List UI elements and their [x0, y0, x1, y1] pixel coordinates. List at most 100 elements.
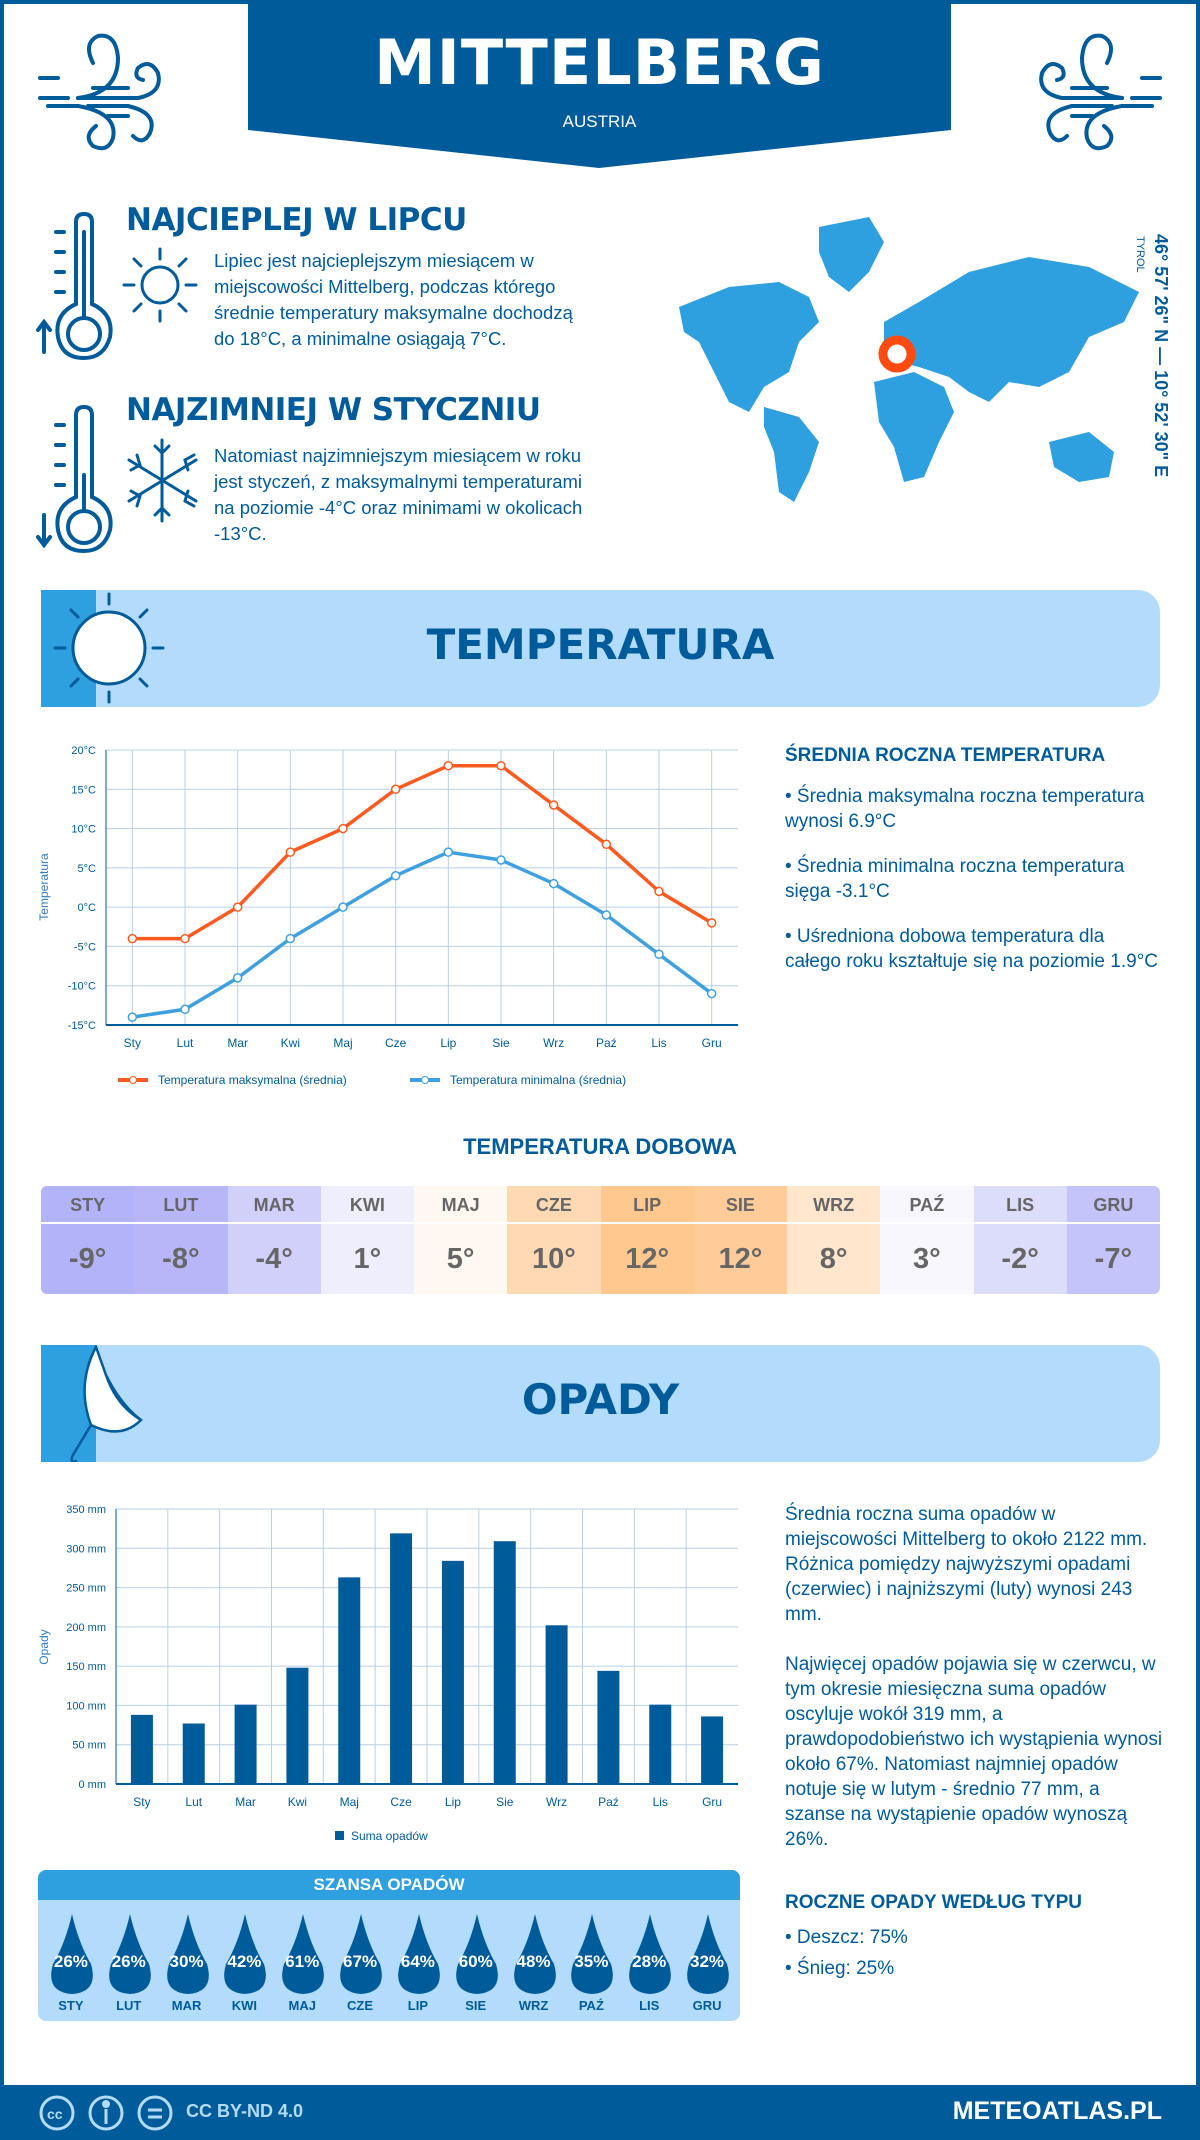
chance-item: 48% WRZ [505, 1900, 563, 2020]
x-tick-label: Sie [496, 1795, 514, 1809]
daily-temp-value: -2° [1001, 1243, 1039, 1275]
bar [597, 1670, 620, 1784]
y-tick-label: 50 mm [72, 1740, 106, 1752]
raindrop-icon [340, 1914, 382, 1994]
bar [338, 1577, 361, 1784]
chance-month: MAJ [288, 1998, 316, 2013]
data-point [443, 760, 454, 771]
legend-label: Temperatura minimalna (średnia) [450, 1073, 626, 1087]
bar [234, 1704, 257, 1784]
temp-summary-item: • Średnia maksymalna roczna temperatura … [785, 786, 1145, 832]
precip-type-heading: ROCZNE OPADY WEDŁUG TYPU [785, 1892, 1082, 1913]
data-point [443, 847, 454, 857]
chance-month: WRZ [518, 1998, 549, 2013]
chance-value: 61% [285, 1952, 320, 1971]
chance-month: KWI [231, 1998, 258, 2013]
chance-month: CZE [347, 1998, 374, 2013]
legend-label: Suma opadów [351, 1829, 428, 1843]
daily-month-label: SIE [693, 1186, 787, 1224]
y-tick-label: -5°C [74, 941, 96, 953]
data-point [285, 847, 296, 857]
raindrop-icon [687, 1914, 729, 1994]
data-point [548, 878, 559, 889]
chance-month: SIE [465, 1998, 487, 2013]
data-point [180, 1004, 190, 1015]
license-label: CC BY-ND 4.0 [186, 2101, 304, 2121]
x-tick-label: Kwi [281, 1036, 300, 1050]
x-tick-label: Cze [390, 1795, 412, 1809]
legend-swatch [335, 1831, 344, 1840]
raindrop-icon [282, 1914, 325, 1994]
daily-month-sie: SIE 12° [693, 1186, 787, 1294]
data-point [706, 988, 717, 999]
bar [441, 1560, 464, 1784]
sun-icon [53, 592, 165, 704]
chance-value: 64% [400, 1952, 435, 1971]
chance-month: LUT [116, 1998, 142, 2013]
daily-temp-value: -8° [162, 1243, 200, 1275]
raindrop-icon [455, 1914, 498, 1994]
bar [701, 1716, 724, 1784]
data-point [654, 886, 664, 897]
country-label: AUSTRIA [562, 112, 637, 131]
daily-month-label: MAR [227, 1186, 321, 1224]
chance-item: 28% LIS [620, 1900, 678, 2020]
temp-summary: ŚREDNIA ROCZNA TEMPERATURA • Średnia mak… [785, 743, 1165, 994]
x-tick-label: Wrz [546, 1795, 567, 1809]
raindrop-icon [51, 1914, 93, 1994]
coldest-text-line: -13°C. [214, 523, 267, 544]
raindrop-icon [224, 1914, 267, 1994]
daily-temp-title: TEMPERATURA DOBOWA [463, 1134, 737, 1159]
daily-month-mar: MAR -4° [227, 1186, 321, 1294]
daily-month-lip: LIP 12° [600, 1186, 694, 1294]
x-tick-label: Sie [492, 1036, 510, 1050]
raindrop-icon [166, 1914, 209, 1994]
daily-month-label: LIS [973, 1186, 1067, 1224]
warmest-heading: NAJCIEPLEJ W LIPCU [126, 202, 467, 238]
legend-label: Temperatura maksymalna (średnia) [158, 1073, 347, 1087]
chance-item: 61% MAJ [273, 1900, 331, 2020]
y-axis-label: Opady [37, 1629, 51, 1664]
daily-month-kwi: KWI 1° [320, 1186, 414, 1294]
x-tick-label: Mar [235, 1795, 256, 1809]
coldest-heading: NAJZIMNIEJ W STYCZNIU [126, 392, 541, 428]
raindrop-icon [513, 1914, 556, 1994]
precip-type: ROCZNE OPADY WEDŁUG TYPU • Deszcz: 75% •… [785, 1890, 1165, 1981]
temp-summary-item: • Uśredniona dobowa temperatura dla całe… [785, 926, 1159, 972]
data-point [390, 784, 401, 795]
chance-item: 67% CZE [331, 1900, 389, 2020]
x-tick-label: Paź [596, 1036, 617, 1050]
thermometer-icon [36, 212, 113, 361]
warmest-text-line: miejscowości Mittelberg, podczas którego [214, 276, 556, 297]
data-point [601, 839, 612, 850]
x-tick-label: Maj [333, 1036, 352, 1050]
daily-month-label: GRU [1066, 1186, 1160, 1224]
chance-value: 30% [169, 1952, 204, 1971]
data-point [706, 918, 717, 928]
snowflake-icon [127, 438, 198, 523]
coldest-text-line: Natomiast najzimniejszym miesiącem w rok… [214, 445, 582, 466]
temperature-chart: -15°C -10°C -5°C 0°C 5°C 10°C 15°C 20°C Sty Lut Ma… [37, 745, 738, 1087]
precip-type-item: • Deszcz: 75% [785, 1927, 908, 1948]
y-tick-label: 5°C [78, 863, 97, 875]
precipitation-chart: 0 mm 50 mm 100 mm 150 mm 200 mm 250 mm 300 mm 3… [37, 1504, 738, 1843]
temp-summary-item: • Średnia minimalna roczna temperatura s… [785, 856, 1125, 902]
chance-value: 26% [111, 1952, 146, 1971]
chance-value: 48% [516, 1952, 551, 1971]
bar [545, 1625, 568, 1784]
warmest-text-line: Lipiec jest najcieplejszym miesiącem w [214, 250, 534, 271]
sun-icon [122, 247, 198, 323]
series-line [132, 763, 713, 941]
chance-item: 26% STY [42, 1900, 100, 2020]
chance-month: GRU [692, 1998, 722, 2013]
bar [390, 1533, 413, 1784]
bar [182, 1723, 205, 1784]
header-banner [248, 0, 951, 168]
precipitation-chance-panel: SZANSA OPADÓW 26% STY 26% LUT 30% MAR 42% KWI 61… [38, 1870, 740, 2021]
daily-month-label: KWI [320, 1186, 414, 1224]
precip-summary-p2: Najwięcej opadów pojawia się w czerwcu, … [785, 1654, 1163, 1850]
chance-month: LIP [407, 1998, 428, 2013]
x-tick-label: Kwi [288, 1795, 307, 1809]
site-link[interactable]: METEOATLAS.PL [952, 2097, 1162, 2125]
data-point [390, 870, 401, 881]
